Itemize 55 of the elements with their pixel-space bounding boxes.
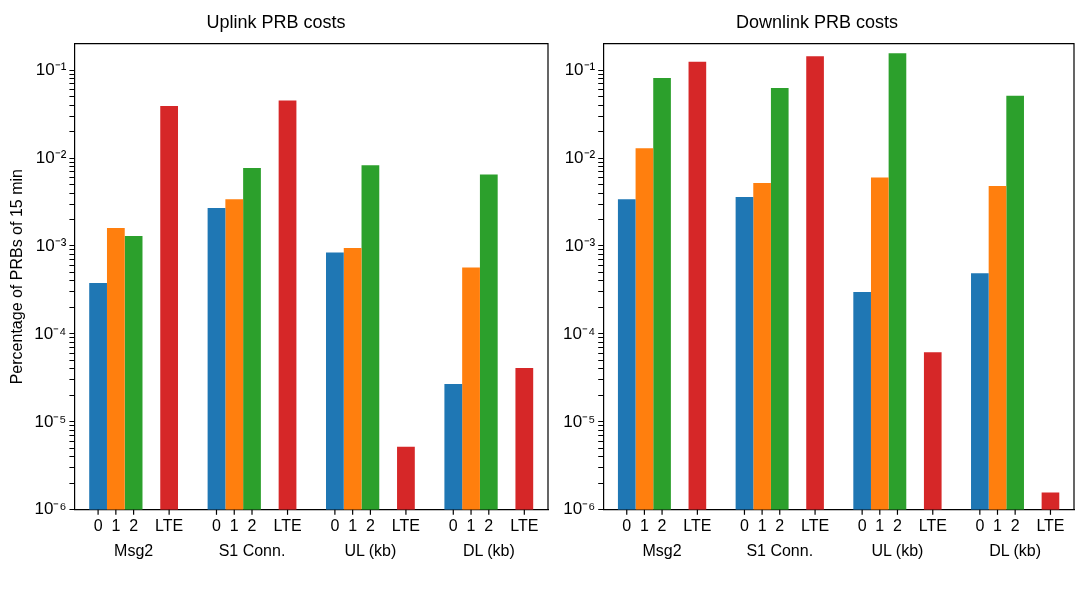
text: 1 bbox=[993, 517, 1002, 535]
text: LTE bbox=[918, 517, 947, 535]
x-tick-label: S1 Conn. bbox=[746, 541, 814, 559]
y-tick-label: 10⁻⁵ bbox=[34, 411, 67, 431]
y-tick-label: 10⁻⁴ bbox=[563, 323, 596, 343]
series-label: 1 bbox=[639, 517, 649, 535]
text: 0 bbox=[448, 517, 458, 535]
y-tick-label: 10⁻⁶ bbox=[34, 499, 67, 519]
text: 0 bbox=[975, 517, 985, 535]
y-tick-label: 10⁻³ bbox=[564, 235, 596, 255]
series-label: 0 bbox=[93, 517, 103, 535]
series-label: 1 bbox=[111, 517, 121, 535]
text: LTE bbox=[800, 517, 830, 535]
y-tick-label: 10⁻² bbox=[564, 147, 596, 167]
text: 0 bbox=[740, 517, 749, 535]
text: 0 bbox=[857, 517, 867, 535]
text: LTE bbox=[273, 517, 302, 535]
y-tick-label: 10⁻¹ bbox=[564, 59, 596, 79]
x-tick-label: Msg2 bbox=[114, 541, 154, 559]
series-label: 2 bbox=[129, 517, 139, 535]
x-tick-label: S1 Conn. bbox=[218, 541, 286, 559]
text: 1 bbox=[348, 517, 358, 535]
series-label: 0 bbox=[622, 517, 632, 535]
series-label: 2 bbox=[657, 517, 667, 535]
text: 1 bbox=[229, 517, 239, 535]
text: LTE bbox=[155, 517, 184, 535]
series-label: LTE bbox=[391, 517, 420, 535]
text: 2 bbox=[1010, 517, 1020, 535]
text: 2 bbox=[893, 517, 902, 535]
chart-title: Downlink PRB costs bbox=[735, 11, 899, 32]
x-tick-label: UL (kb) bbox=[344, 541, 397, 559]
y-tick-label: 10⁻³ bbox=[35, 235, 67, 255]
y-tick-label: 10⁻⁴ bbox=[34, 323, 67, 343]
text: LTE bbox=[510, 517, 539, 535]
y-axis-title: Percentage of PRBs of 15 min bbox=[8, 169, 26, 385]
text: LTE bbox=[1036, 517, 1065, 535]
text: 1 bbox=[466, 517, 476, 535]
x-tick-label: DL (kb) bbox=[989, 541, 1042, 559]
series-label: LTE bbox=[683, 517, 712, 535]
y-tick-label: 10⁻⁵ bbox=[563, 411, 596, 431]
text: 2 bbox=[484, 517, 494, 535]
text: 1 bbox=[757, 517, 767, 535]
text: 2 bbox=[365, 517, 375, 535]
text: 0 bbox=[212, 517, 221, 535]
chart-title: Uplink PRB costs bbox=[206, 11, 346, 32]
x-tick-label: DL (kb) bbox=[462, 541, 515, 559]
text: 0 bbox=[330, 517, 340, 535]
y-tick-label: 10⁻⁶ bbox=[563, 499, 596, 519]
text: 2 bbox=[247, 517, 257, 535]
text: 1 bbox=[875, 517, 885, 535]
y-tick-label: 10⁻¹ bbox=[35, 59, 67, 79]
text: 2 bbox=[775, 517, 785, 535]
x-tick-label: UL (kb) bbox=[871, 541, 924, 559]
y-tick-label: 10⁻² bbox=[35, 147, 67, 167]
x-tick-label: Msg2 bbox=[642, 541, 682, 559]
